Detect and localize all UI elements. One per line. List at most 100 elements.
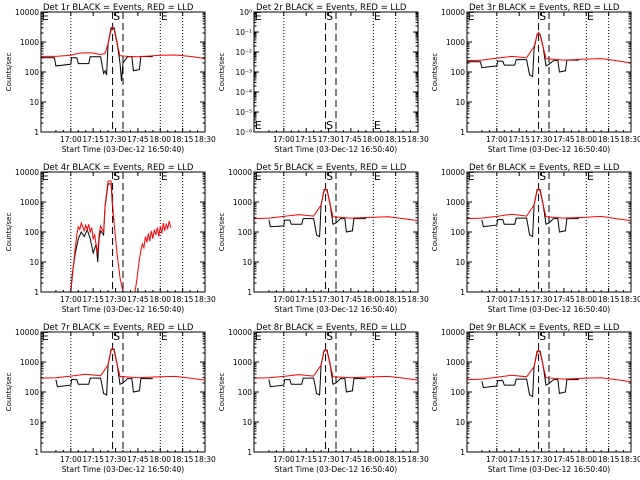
marker-label-e: E — [161, 10, 168, 23]
x-axis-label: Start Time (03-Dec-12 16:50:40) — [488, 465, 610, 474]
x-axis-label: Start Time (03-Dec-12 16:50:40) — [62, 465, 184, 474]
series-events-line — [41, 27, 153, 82]
x-tick-label: 18:15 — [385, 135, 407, 144]
y-tick-label: 100 — [451, 228, 466, 237]
x-tick-label: 17:15 — [508, 135, 530, 144]
y-tick-label: 100 — [451, 388, 466, 397]
x-tick-label: 17:00 — [486, 135, 508, 144]
y-tick-label: 1000 — [233, 358, 252, 367]
data-lines — [254, 348, 418, 396]
y-tick-label: 10⁻² — [235, 48, 252, 57]
y-tick-label: 10000 — [15, 328, 39, 337]
y-tick-label: 10000 — [228, 168, 252, 177]
x-tick-label: 18:30 — [194, 455, 216, 464]
y-tick-label: 1 — [247, 448, 252, 457]
marker-label-e: E — [468, 170, 475, 183]
x-tick-label: 17:30 — [105, 295, 127, 304]
y-tick-label: 1 — [460, 448, 465, 457]
marker-label-e: E — [468, 10, 475, 23]
x-tick-label: 18:30 — [194, 135, 216, 144]
x-tick-label: 17:45 — [553, 295, 575, 304]
x-tick-label: 18:15 — [385, 455, 407, 464]
y-tick-label: 10⁰ — [239, 8, 252, 17]
series-lld-line — [254, 187, 418, 222]
y-tick-label: 1000 — [446, 358, 465, 367]
data-lines — [41, 26, 205, 82]
marker-label-s: S — [113, 10, 120, 23]
y-axis-label: Counts/sec — [5, 373, 13, 412]
series-lld-line — [70, 180, 172, 292]
marker-label-e: E — [42, 10, 49, 23]
y-axis-label: Counts/sec — [431, 373, 439, 412]
panel-title: Det 9r BLACK = Events, RED = LLD — [469, 323, 620, 333]
x-tick-label: 17:15 — [82, 455, 104, 464]
y-axis-label: Counts/sec — [218, 373, 226, 412]
x-tick-label: 17:30 — [531, 135, 553, 144]
y-tick-label: 1000 — [20, 358, 39, 367]
marker-label-e: E — [255, 330, 262, 343]
x-tick-label: 17:45 — [553, 455, 575, 464]
marker-label-e: E — [255, 170, 262, 183]
x-tick-label: 17:00 — [273, 135, 295, 144]
x-tick-label: 18:00 — [362, 455, 384, 464]
x-tick-label: 17:30 — [531, 295, 553, 304]
x-axis-label: Start Time (03-Dec-12 16:50:40) — [488, 145, 610, 154]
y-tick-label: 10⁻¹ — [235, 28, 252, 37]
y-tick-label: 10000 — [15, 8, 39, 17]
y-axis-label: Counts/sec — [5, 213, 13, 252]
series-lld-line — [467, 31, 631, 64]
x-tick-label: 17:15 — [295, 295, 317, 304]
y-axis-label: Counts/sec — [431, 53, 439, 92]
marker-label-s: S — [539, 330, 546, 343]
data-lines — [254, 187, 418, 238]
y-tick-label: 10⁻³ — [235, 68, 252, 77]
y-tick-label: 1 — [34, 128, 39, 137]
x-tick-label: 17:45 — [127, 295, 149, 304]
x-tick-label: 18:00 — [362, 295, 384, 304]
marker-label-e: E — [42, 330, 49, 343]
x-tick-label: 18:00 — [575, 135, 597, 144]
marker-label-e: E — [161, 170, 168, 183]
marker-label-e: E — [374, 10, 381, 23]
y-tick-label: 100 — [25, 228, 40, 237]
y-tick-label: 10 — [29, 98, 39, 107]
marker-label-e: E — [161, 330, 168, 343]
data-lines — [467, 31, 631, 78]
data-lines — [467, 187, 631, 238]
x-tick-label: 17:30 — [318, 135, 340, 144]
x-tick-label: 17:00 — [60, 295, 82, 304]
panel-title: Det 5r BLACK = Events, RED = LLD — [256, 163, 407, 173]
series-lld-line — [467, 187, 631, 222]
x-axis-label: Start Time (03-Dec-12 16:50:40) — [62, 305, 184, 314]
marker-label-low-s: S — [326, 119, 333, 132]
y-tick-label: 10 — [29, 258, 39, 267]
panel-title: Det 8r BLACK = Events, RED = LLD — [256, 323, 407, 333]
x-axis-label: Start Time (03-Dec-12 16:50:40) — [488, 305, 610, 314]
y-tick-label: 1 — [247, 288, 252, 297]
y-tick-label: 1000 — [233, 198, 252, 207]
marker-label-e: E — [587, 170, 594, 183]
panel-title: Det 4r BLACK = Events, RED = LLD — [43, 163, 194, 173]
x-tick-label: 18:15 — [598, 295, 620, 304]
x-tick-label: 17:15 — [508, 455, 530, 464]
marker-label-low-e: E — [255, 119, 262, 132]
x-tick-label: 17:15 — [295, 135, 317, 144]
y-tick-label: 10 — [29, 418, 39, 427]
x-tick-label: 18:30 — [194, 295, 216, 304]
marker-label-e: E — [468, 330, 475, 343]
marker-label-s: S — [326, 10, 333, 23]
marker-label-s: S — [326, 170, 333, 183]
x-tick-label: 17:30 — [105, 135, 127, 144]
y-axis-label: Counts/sec — [431, 213, 439, 252]
data-lines — [70, 180, 172, 292]
y-tick-label: 10 — [242, 418, 252, 427]
x-tick-label: 17:00 — [273, 295, 295, 304]
x-axis-label: Start Time (03-Dec-12 16:50:40) — [62, 145, 184, 154]
